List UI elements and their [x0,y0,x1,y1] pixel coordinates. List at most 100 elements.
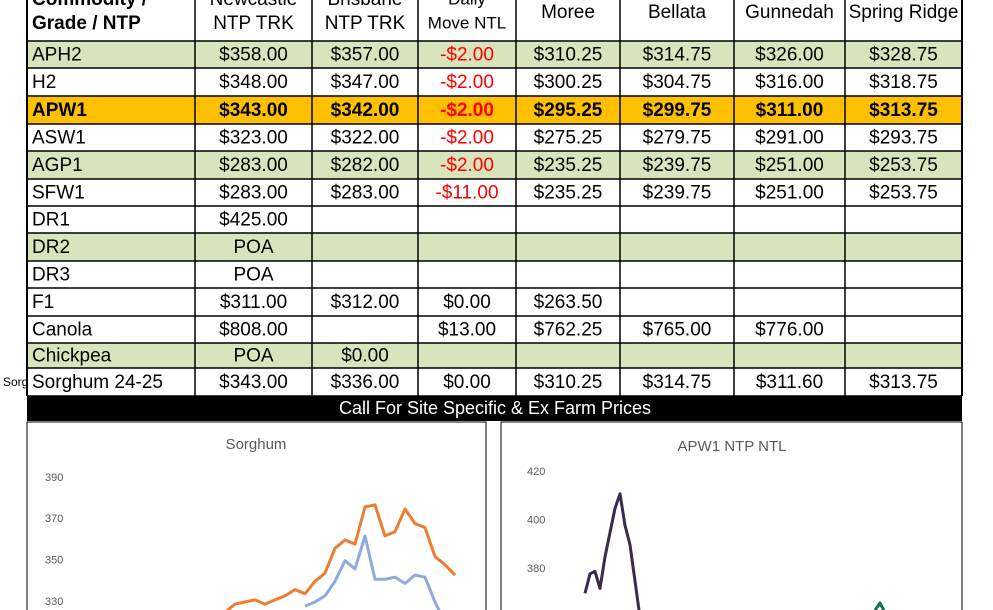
price-cell: $313.75 [869,100,938,121]
row-label: F1 [32,292,54,313]
y-tick-label: 390 [45,472,63,484]
row-bg [27,179,962,206]
row-bg [27,261,962,288]
price-cell: $300.25 [534,72,603,93]
price-cell: $765.00 [643,320,712,341]
row-label: SFW1 [32,183,85,204]
price-cell: $253.75 [869,155,938,176]
price-cell: -$2.00 [440,128,494,149]
price-cell: $313.75 [869,372,938,393]
price-cell: $253.75 [869,183,938,204]
footer-text: Call For Site Specific & Ex Farm Prices [339,398,651,418]
price-cell: $348.00 [219,72,288,93]
price-cell: -$2.00 [440,45,494,66]
row-label: DR3 [32,265,70,286]
line-series [873,601,886,610]
price-cell: $326.00 [755,45,824,66]
price-cell: $235.25 [534,183,603,204]
row-label: H2 [32,72,56,93]
price-cell: $283.00 [219,183,288,204]
price-cell: -$2.00 [440,72,494,93]
price-cell: -$2.00 [440,155,494,176]
price-cell: $323.00 [219,128,288,149]
table-header-bg [27,0,962,41]
row-bg [27,41,962,68]
chart-title: APW1 NTP NTL [678,438,787,455]
price-cell: $275.25 [534,128,603,149]
price-cell: $776.00 [755,320,824,341]
chart-title: Sorghum [226,436,287,453]
price-cell: $328.75 [869,45,938,66]
row-bg [27,124,962,151]
header-cell: NTP TRK [213,13,294,34]
header-cell: Daily [448,0,486,8]
price-cell: $342.00 [331,100,400,121]
price-cell: $358.00 [219,45,288,66]
price-cell: $282.00 [331,155,400,176]
price-cell: $283.00 [219,155,288,176]
price-cell: $314.75 [643,45,712,66]
row-label: APW1 [32,100,87,121]
header-cell: Moree [541,2,595,23]
price-cell: $295.25 [534,100,603,121]
y-tick-label: 370 [45,513,63,525]
header-cell: Bellata [648,2,707,23]
price-cell: $293.75 [869,128,938,149]
price-cell: $311.00 [756,100,824,121]
header-cell: NTP TRK [325,13,406,34]
y-tick-label: 330 [45,596,63,608]
line-series [225,503,457,610]
row-label: Chickpea [32,346,112,367]
price-cell: -$11.00 [435,183,498,204]
price-cell: $343.00 [219,100,288,121]
header-cell: Commodity / [32,0,148,10]
price-cell: $312.00 [331,292,400,313]
line-series [583,492,641,610]
row-label: DR1 [32,210,70,231]
row-label: Canola [32,320,93,341]
price-cell: POA [233,265,273,286]
row-bg [27,151,962,179]
price-cell: POA [233,237,273,258]
price-cell: $314.75 [643,372,712,393]
price-cell: $310.25 [534,372,603,393]
price-cell: $310.25 [534,45,603,66]
row-bg [27,343,962,368]
price-cell: $0.00 [443,292,491,313]
row-label: DR2 [32,237,70,258]
price-cell: POA [233,346,273,367]
y-tick-label: 350 [45,555,63,567]
price-cell: $0.00 [443,372,491,393]
price-cell: $318.75 [869,72,938,93]
price-cell: $235.25 [534,155,603,176]
header-cell: Spring Ridge [849,2,959,23]
price-cell: $251.00 [755,155,824,176]
row-label: Sorghum 24-25 [32,372,163,393]
price-cell: $299.75 [643,100,712,121]
price-cell: $311.00 [220,292,287,313]
header-cell: Newcastle [210,0,298,10]
price-cell: $291.00 [755,128,824,149]
chart-frame [500,421,963,610]
price-cell: $13.00 [438,320,496,341]
row-bg [27,206,962,233]
price-cell: $263.50 [534,292,603,313]
price-cell: $239.75 [643,155,712,176]
price-cell: $322.00 [331,128,400,149]
footer-bar [27,396,962,421]
row-label: ASW1 [32,128,86,149]
price-cell: $304.75 [643,72,712,93]
price-cell: $808.00 [219,320,288,341]
row-label: APH2 [32,45,82,66]
y-tick-label: 420 [527,466,545,478]
header-cell: Brisbane [328,0,403,10]
line-series [304,534,441,610]
y-tick-label: 400 [527,514,545,526]
side-label: Sorg [3,375,28,389]
price-cell: $343.00 [219,372,288,393]
y-tick-label: 380 [527,563,545,575]
row-bg [27,233,962,261]
row-bg [27,316,962,343]
row-label: AGP1 [32,155,83,176]
